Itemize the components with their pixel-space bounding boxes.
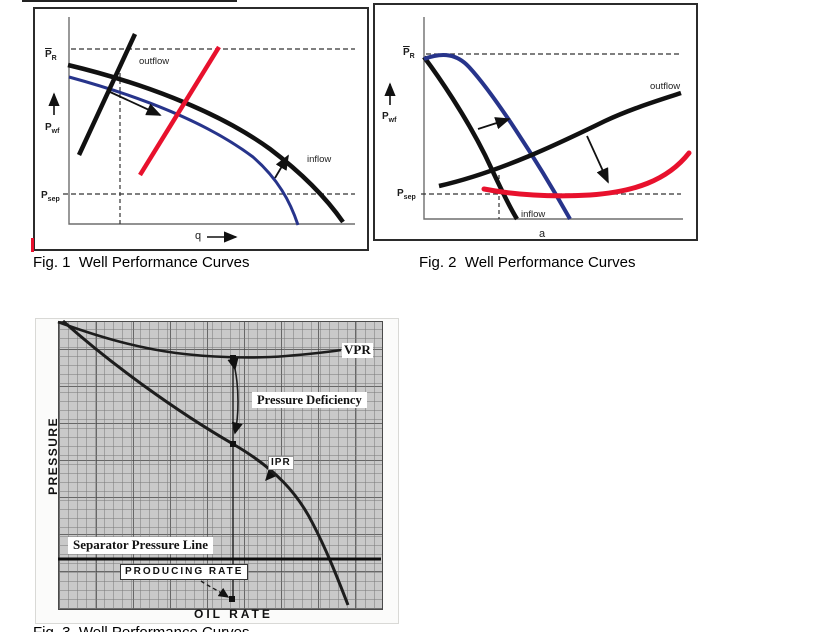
fig3-y-axis-label: PRESSURE bbox=[46, 416, 61, 495]
fig3-vpr-curve bbox=[57, 320, 342, 359]
fig3-ipr-curve bbox=[61, 319, 350, 606]
fig1-caption: Fig. 1 Well Performance Curves bbox=[33, 254, 250, 271]
fig1-inflow-shifted-curve-blue bbox=[68, 75, 300, 226]
fig1-axes bbox=[68, 17, 355, 225]
fig2-psep-label: Psep bbox=[397, 188, 416, 202]
fig1-shift-arrow bbox=[109, 91, 162, 116]
fig3-vpr-label: VPR bbox=[342, 342, 373, 358]
fig1-inflow-curve bbox=[67, 62, 345, 224]
fig3-producing-rate-label: PRODUCING RATE bbox=[120, 564, 249, 580]
figure-2-plot bbox=[384, 17, 692, 221]
fig1-pr-label: PR bbox=[45, 49, 57, 63]
fig3-x-axis-label: OIL RATE bbox=[194, 607, 273, 621]
fig1-psep-label: Psep bbox=[41, 190, 60, 204]
red-cursor-mark bbox=[31, 238, 34, 252]
fig2-inflow-label: inflow bbox=[521, 209, 546, 220]
fig1-outflow-line bbox=[76, 33, 138, 156]
fig3-ipr-point bbox=[230, 441, 236, 447]
fig2-caption: Fig. 2 Well Performance Curves bbox=[419, 254, 636, 271]
fig2-inflow-shift-arrow bbox=[477, 117, 511, 130]
fig2-pr-label: PR bbox=[403, 47, 415, 61]
fig1-inflow-label: inflow bbox=[307, 154, 332, 165]
fig1-pwf-label: Pwf bbox=[45, 122, 60, 136]
fig3-grid-paper bbox=[58, 321, 383, 610]
fig3-caption: Fig. 3 Well Performance Curves bbox=[33, 624, 249, 632]
fig2-outflow-shifted-curve-red bbox=[481, 150, 692, 199]
fig1-inflow-arrow bbox=[274, 154, 289, 179]
figure-1: PR Pwf Psep outflow inflow q bbox=[33, 7, 369, 251]
fig2-x-axis-label: a bbox=[539, 228, 546, 240]
fig2-outflow-label: outflow bbox=[650, 81, 681, 92]
fig2-inflow-shifted-curve-blue bbox=[423, 53, 572, 220]
fig3-ipr-pointer-arrow bbox=[265, 469, 276, 482]
figure-1-plot bbox=[48, 17, 355, 243]
fig1-x-axis-label: q bbox=[195, 230, 202, 242]
figure-3: VPR Pressure Deficiency IPR Separator Pr… bbox=[35, 318, 399, 624]
fig3-pressure-deficiency-label: Pressure Deficiency bbox=[252, 392, 367, 409]
fig1-outflow-shifted-line-red bbox=[138, 45, 221, 177]
fig3-rate-point bbox=[229, 596, 235, 602]
fig3-separator-label: Separator Pressure Line bbox=[68, 537, 214, 554]
fig2-outflow-shift-arrow bbox=[586, 135, 609, 184]
top-divider-line bbox=[22, 0, 237, 2]
fig3-pressure-deficiency-arrow bbox=[227, 357, 243, 435]
fig3-vpr-point bbox=[230, 355, 236, 361]
figure-2: PR Pwf Psep outflow inflow a bbox=[373, 3, 698, 241]
fig2-axes bbox=[423, 17, 683, 220]
fig3-producing-rate-pointer-arrow bbox=[200, 580, 230, 598]
figure-3-plot bbox=[57, 319, 381, 606]
fig2-outflow-curve bbox=[438, 90, 682, 189]
fig2-pwf-label: Pwf bbox=[382, 111, 397, 125]
fig1-outflow-label: outflow bbox=[139, 56, 170, 67]
fig3-ipr-label: IPR bbox=[268, 456, 294, 470]
fig2-inflow-curve bbox=[422, 55, 519, 221]
